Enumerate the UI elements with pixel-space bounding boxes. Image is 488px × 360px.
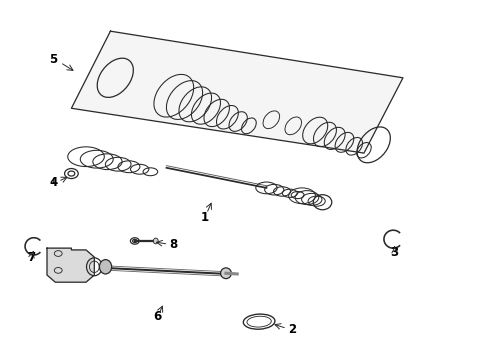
Text: 3: 3 (390, 246, 398, 259)
Ellipse shape (99, 260, 111, 274)
Text: 5: 5 (49, 53, 58, 66)
Ellipse shape (153, 238, 158, 244)
Text: 4: 4 (49, 176, 58, 189)
Polygon shape (71, 31, 402, 153)
Text: 8: 8 (169, 238, 178, 251)
Polygon shape (47, 248, 94, 282)
Text: 1: 1 (200, 211, 208, 224)
Text: 7: 7 (27, 251, 35, 264)
Text: 2: 2 (287, 323, 296, 336)
Text: 6: 6 (153, 310, 162, 324)
Ellipse shape (220, 268, 231, 279)
